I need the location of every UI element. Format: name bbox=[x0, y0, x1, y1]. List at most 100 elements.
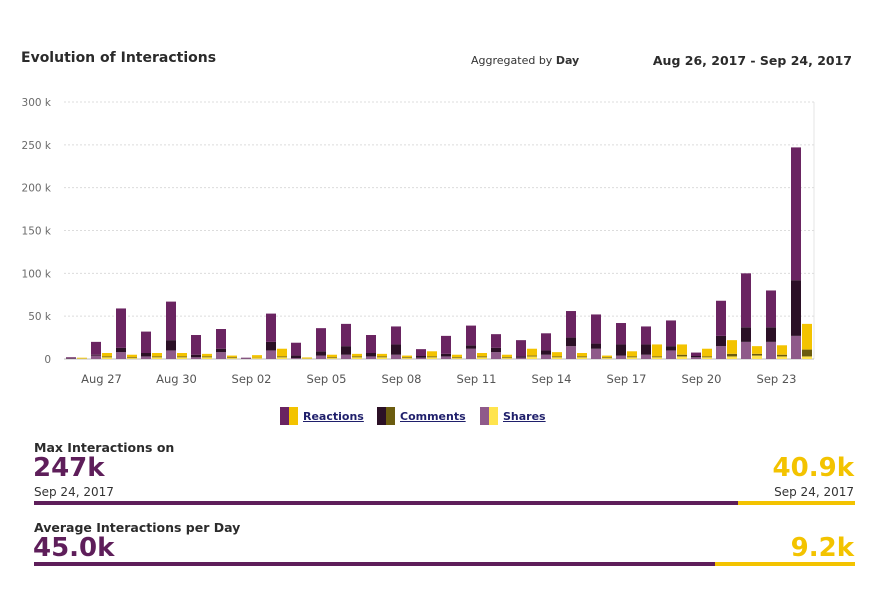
bar-group-b-comments bbox=[227, 357, 237, 359]
bar-group-a-comments bbox=[291, 355, 301, 359]
bar-group-a-shares bbox=[341, 354, 351, 359]
bar-group-a-reactions bbox=[341, 323, 351, 347]
bar-group-a-reactions bbox=[566, 311, 576, 338]
legend-item-comments[interactable]: Comments bbox=[377, 407, 466, 425]
bar-group-b-shares bbox=[102, 357, 112, 359]
bar-group-a-comments bbox=[141, 353, 151, 357]
max-ratio-right bbox=[738, 501, 855, 505]
bar-group-a-reactions bbox=[141, 331, 151, 354]
bar-group-b-reactions bbox=[752, 346, 762, 354]
average-ratio-bar bbox=[34, 562, 855, 566]
bar-group-b-comments bbox=[577, 356, 587, 358]
bar-group-a-comments bbox=[166, 340, 176, 351]
x-tick-label: Sep 11 bbox=[457, 372, 497, 386]
legend-label-comments[interactable]: Comments bbox=[400, 409, 466, 423]
bar-group-a-shares bbox=[666, 350, 676, 359]
bar-group-b-comments bbox=[452, 357, 462, 359]
date-range[interactable]: Aug 26, 2017 - Sep 24, 2017 bbox=[652, 53, 852, 68]
bar-group-b-reactions bbox=[452, 354, 462, 358]
average-interactions-label: Average Interactions per Day bbox=[34, 520, 241, 535]
bar-group-b-comments bbox=[377, 356, 387, 358]
bar-group-a-reactions bbox=[541, 333, 551, 351]
bar-group-b-shares bbox=[427, 357, 437, 359]
bar-group-b-shares bbox=[377, 357, 387, 359]
max-ratio-bar bbox=[34, 501, 855, 505]
bar-group-a-reactions bbox=[441, 335, 451, 354]
legend-label-shares[interactable]: Shares bbox=[503, 409, 546, 423]
legend-swatch-comments-a bbox=[377, 407, 386, 425]
max-interactions-label: Max Interactions on bbox=[34, 440, 175, 455]
bar-group-a-comments bbox=[216, 348, 226, 353]
bar-group-a-comments bbox=[191, 354, 201, 358]
bar-group-a-shares bbox=[191, 357, 201, 359]
bar-group-a-reactions bbox=[366, 335, 376, 354]
bar-group-b-shares bbox=[202, 357, 212, 359]
aggregation-label[interactable]: Aggregated by Day bbox=[471, 54, 579, 67]
bar-group-b-comments bbox=[602, 357, 612, 359]
bar-group-b-shares bbox=[577, 357, 587, 359]
bar-group-a-comments bbox=[541, 350, 551, 355]
x-tick-label: Aug 30 bbox=[156, 372, 197, 386]
bar-group-b-reactions bbox=[677, 344, 687, 355]
bar-group-b-reactions bbox=[327, 354, 337, 358]
bar-group-b-shares bbox=[227, 358, 237, 359]
y-tick-label: 50 k bbox=[28, 311, 52, 323]
bar-group-a-comments bbox=[466, 345, 476, 349]
page-title: Evolution of Interactions bbox=[21, 50, 217, 66]
bar-group-a-comments bbox=[766, 327, 776, 342]
bar-group-b-comments bbox=[127, 357, 137, 359]
bar-group-b-shares bbox=[727, 356, 737, 359]
bar-group-a-shares bbox=[691, 357, 701, 359]
bar-group-b-shares bbox=[602, 358, 612, 359]
bar-group-a-reactions bbox=[791, 147, 801, 281]
bar-group-a-reactions bbox=[91, 341, 101, 355]
average-left-value: 45.0k bbox=[33, 533, 115, 563]
bar-group-a-shares bbox=[716, 346, 726, 359]
bar-group-a-shares bbox=[566, 346, 576, 359]
aggregation-value[interactable]: Day bbox=[555, 54, 580, 67]
legend-item-reactions[interactable]: Reactions bbox=[280, 407, 364, 425]
bar-group-b-comments bbox=[627, 356, 637, 358]
bar-group-b-reactions bbox=[577, 353, 587, 357]
average-ratio-right bbox=[715, 562, 855, 566]
bar-group-b-shares bbox=[552, 357, 562, 359]
bar-group-b-comments bbox=[702, 356, 712, 358]
bar-group-b-shares bbox=[777, 356, 787, 359]
bar-group-b-reactions bbox=[202, 353, 212, 357]
bar-group-b-shares bbox=[252, 358, 262, 359]
bar-group-a-comments bbox=[366, 353, 376, 357]
bar-group-b-comments bbox=[202, 356, 212, 358]
max-right-value: 40.9k bbox=[772, 453, 854, 483]
y-tick-label: 150 k bbox=[22, 226, 52, 238]
bar-group-a-shares bbox=[266, 350, 276, 359]
bar-group-a-comments bbox=[266, 341, 276, 351]
bar-group-a-reactions bbox=[416, 349, 426, 357]
bar-group-b-comments bbox=[727, 353, 737, 357]
bar-group-a-comments bbox=[441, 353, 451, 357]
y-tick-label: 250 k bbox=[22, 140, 52, 152]
bar-group-b-reactions bbox=[427, 351, 437, 357]
bar-group-b-reactions bbox=[377, 353, 387, 357]
average-ratio-left bbox=[34, 562, 716, 566]
bar-group-b-shares bbox=[752, 355, 762, 359]
x-tick-label: Sep 17 bbox=[607, 372, 647, 386]
bar-group-a-reactions bbox=[191, 335, 201, 355]
bar-group-b-comments bbox=[677, 354, 687, 357]
bar-group-a-shares bbox=[516, 357, 526, 359]
bar-group-a-shares bbox=[466, 348, 476, 359]
legend-swatch-comments-b bbox=[386, 407, 395, 425]
bar-group-b-shares bbox=[652, 357, 662, 359]
bar-group-b-reactions bbox=[152, 353, 162, 357]
y-tick-label: 0 bbox=[44, 354, 51, 366]
legend-item-shares[interactable]: Shares bbox=[480, 407, 546, 425]
bar-group-b-comments bbox=[352, 356, 362, 358]
x-tick-label: Sep 08 bbox=[382, 372, 422, 386]
bar-group-b-comments bbox=[502, 357, 512, 359]
bar-group-a-shares bbox=[291, 358, 301, 359]
bar-group-b-reactions bbox=[177, 353, 187, 357]
bar-group-a-comments bbox=[641, 344, 651, 355]
x-tick-label: Aug 27 bbox=[81, 372, 122, 386]
legend-label-reactions[interactable]: Reactions bbox=[303, 409, 364, 423]
x-tick-label: Sep 02 bbox=[232, 372, 272, 386]
bar-group-b-comments bbox=[552, 356, 562, 358]
